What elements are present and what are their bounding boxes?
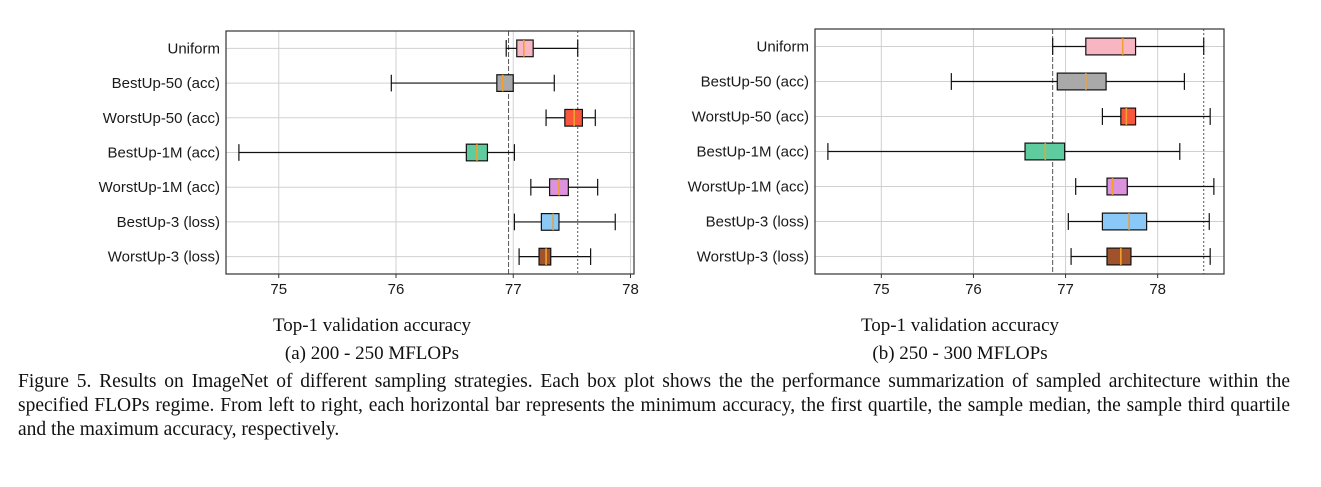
box-b-1 <box>950 72 1185 91</box>
box-iqr <box>1120 107 1137 126</box>
plot-frame <box>814 28 1225 275</box>
category-label-a-1: BestUp-50 (acc) <box>112 75 220 92</box>
box-a-0 <box>505 39 579 58</box>
box-iqr <box>540 212 560 231</box>
sub-caption-b: (b) 250 - 300 MFLOPs <box>872 343 1047 364</box>
box-iqr <box>1056 72 1107 91</box>
chart-a-200-250-mflops: Uniform BestUp-50 (acc) WorstUp-50 (acc) Be… <box>99 30 639 364</box>
box-iqr <box>1106 247 1132 266</box>
box-b-0 <box>1052 37 1205 56</box>
box-a-4 <box>530 178 599 197</box>
box-iqr <box>496 74 514 93</box>
box-iqr <box>538 247 552 266</box>
box-a-1 <box>390 74 555 93</box>
category-label-b-5: BestUp-3 (loss) <box>706 214 809 231</box>
box-a-5 <box>513 212 616 231</box>
box-b-3 <box>827 142 1181 161</box>
x-tick-label-b-1: 76 <box>965 281 982 298</box>
category-label-a-6: WorstUp-3 (loss) <box>108 249 220 266</box>
category-label-a-2: WorstUp-50 (acc) <box>103 110 220 127</box>
box-iqr <box>1101 212 1148 231</box>
category-label-b-4: WorstUp-1M (acc) <box>688 179 809 196</box>
figure-caption: Figure 5. Results on ImageNet of differe… <box>18 371 1290 440</box>
box-a-2 <box>545 108 596 127</box>
box-iqr <box>1106 177 1128 196</box>
category-label-a-0: Uniform <box>167 40 220 57</box>
box-b-5 <box>1067 212 1210 231</box>
category-label-b-3: BestUp-1M (acc) <box>696 144 809 161</box>
box-b-4 <box>1075 177 1215 196</box>
category-label-b-2: WorstUp-50 (acc) <box>692 109 809 126</box>
sub-caption-a: (a) 200 - 250 MFLOPs <box>285 343 459 364</box>
x-tick-label-a-2: 77 <box>505 281 522 298</box>
category-label-b-1: BestUp-50 (acc) <box>701 74 809 91</box>
box-b-6 <box>1070 247 1211 266</box>
x-axis-title-a: Top-1 validation accuracy <box>273 315 472 336</box>
x-tick-label-b-2: 77 <box>1057 281 1074 298</box>
category-label-a-3: BestUp-1M (acc) <box>107 145 220 162</box>
box-a-3 <box>238 143 516 162</box>
category-label-b-6: WorstUp-3 (loss) <box>697 249 809 266</box>
x-tick-label-a-0: 75 <box>270 281 287 298</box>
category-label-b-0: Uniform <box>756 39 809 56</box>
category-label-a-4: WorstUp-1M (acc) <box>99 179 220 196</box>
x-tick-label-a-3: 78 <box>622 281 639 298</box>
plot-frame <box>225 30 635 275</box>
x-tick-label-b-0: 75 <box>873 281 890 298</box>
category-label-a-5: BestUp-3 (loss) <box>117 214 220 231</box>
box-a-6 <box>518 247 592 266</box>
box-iqr <box>1085 37 1137 56</box>
box-b-2 <box>1101 107 1211 126</box>
box-iqr <box>516 39 534 58</box>
x-tick-label-a-1: 76 <box>388 281 405 298</box>
x-axis-title-b: Top-1 validation accuracy <box>861 315 1060 336</box>
x-tick-label-b-3: 78 <box>1149 281 1166 298</box>
chart-b-250-300-mflops: Uniform BestUp-50 (acc) WorstUp-50 (acc) Be… <box>688 28 1225 364</box>
